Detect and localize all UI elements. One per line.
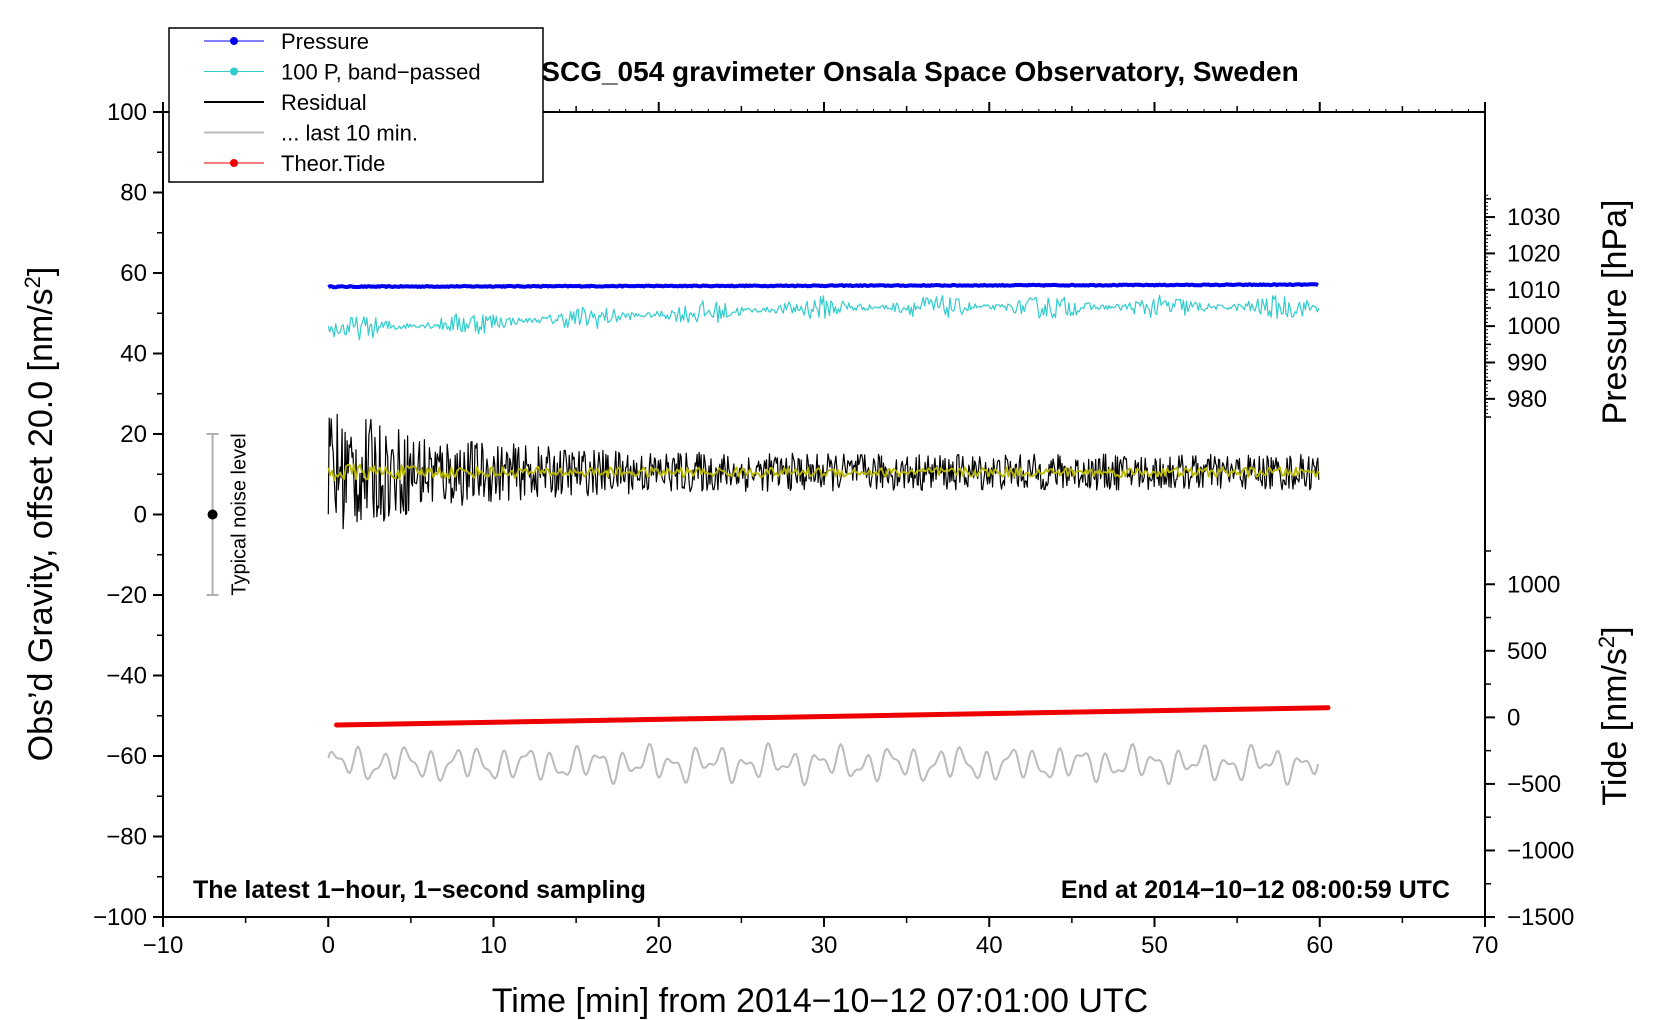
pressure-tick-label-0: 980 xyxy=(1507,386,1547,413)
y-tick-label-1: −80 xyxy=(106,824,147,851)
series-layer xyxy=(327,282,1331,787)
y-axis-label-sup: 2 xyxy=(20,276,45,288)
y-tick-label-7: 40 xyxy=(120,341,147,368)
x-tick-label-3: 20 xyxy=(645,932,672,959)
x-tick-label-8: 70 xyxy=(1472,932,1499,959)
plot-frame xyxy=(162,111,1486,918)
y-tick-label-4: −20 xyxy=(106,582,147,609)
tide-tick-label-1: −1000 xyxy=(1507,837,1574,864)
x-tick-label-7: 60 xyxy=(1306,932,1333,959)
legend-marker-4 xyxy=(230,159,238,167)
pressure-tick-label-3: 1010 xyxy=(1507,277,1560,304)
legend: Pressure 100 P, band−passed Residual ... la… xyxy=(168,27,544,183)
series-smoothed-residual xyxy=(327,463,1321,482)
y-axis-label-main: Obs’d Gravity, offset 20.0 [nm/s xyxy=(22,288,60,761)
y-axis-label-end: ] xyxy=(22,267,60,276)
tide-axis-label-main: Tide [nm/s xyxy=(1596,648,1634,805)
y-tick-label-2: −60 xyxy=(106,743,147,770)
x-axis-label: Time [min] from 2014−10−12 07:01:00 UTC xyxy=(492,982,1148,1020)
y-tick-label-0: −100 xyxy=(93,904,147,931)
series-theor-tide xyxy=(334,705,1331,728)
x-tick-label-0: −10 xyxy=(143,932,184,959)
annotation-sampling: The latest 1−hour, 1−second sampling xyxy=(193,876,646,904)
tide-axis-label-end: ] xyxy=(1596,626,1634,635)
y-tick-label-5: 0 xyxy=(134,502,147,529)
pressure-axis-label: Pressure [hPa] xyxy=(1596,200,1634,425)
series-100-p-band-passed xyxy=(327,294,1320,341)
y-tick-label-8: 60 xyxy=(120,260,147,287)
tide-axis-label-sup: 2 xyxy=(1594,636,1619,648)
tide-tick-label-2: −500 xyxy=(1507,771,1561,798)
series-last-10-min xyxy=(327,742,1320,787)
y-axis-label: Obs’d Gravity, offset 20.0 [nm/s2] xyxy=(20,267,60,762)
tide-tick-label-5: 1000 xyxy=(1507,571,1560,598)
x-tick-label-6: 50 xyxy=(1141,932,1168,959)
y-tick-label-3: −40 xyxy=(106,663,147,690)
x-tick-label-2: 10 xyxy=(480,932,507,959)
pressure-tick-label-5: 1030 xyxy=(1507,204,1560,231)
tide-tick-label-0: −1500 xyxy=(1507,904,1574,931)
chart-title: SCG_054 gravimeter Onsala Space Observat… xyxy=(541,56,1298,87)
pressure-tick-label-2: 1000 xyxy=(1507,313,1560,340)
legend-label-2: Residual xyxy=(281,90,367,115)
noise-bar-label: Typical noise level xyxy=(229,433,251,595)
pressure-tick-label-1: 990 xyxy=(1507,349,1547,376)
x-tick-label-4: 30 xyxy=(811,932,838,959)
tide-axis-label: Tide [nm/s2] xyxy=(1594,626,1634,805)
annotation-end-time: End at 2014−10−12 08:00:59 UTC xyxy=(1061,876,1450,904)
legend-label-0: Pressure xyxy=(281,29,369,54)
y-tick-label-6: 20 xyxy=(120,421,147,448)
noise-bar-point xyxy=(207,509,218,520)
legend-marker-0 xyxy=(230,37,238,45)
noise-bar-group: Typical noise level xyxy=(206,433,251,596)
legend-marker-1 xyxy=(230,67,238,76)
legend-label-4: Theor.Tide xyxy=(281,151,385,176)
legend-label-1: 100 P, band−passed xyxy=(281,60,481,85)
tide-tick-label-3: 0 xyxy=(1507,704,1520,731)
x-tick-label-1: 0 xyxy=(322,932,335,959)
x-tick-label-5: 40 xyxy=(976,932,1003,959)
pressure-tick-label-4: 1020 xyxy=(1507,240,1560,267)
tide-tick-label-4: 500 xyxy=(1507,638,1547,665)
axes-group: −10 0 10 20 30 40 50 60 70−100−80−60−40−20020406… xyxy=(93,99,1574,959)
y-tick-label-9: 80 xyxy=(120,180,147,207)
series-pressure xyxy=(327,282,1319,290)
legend-label-3: ... last 10 min. xyxy=(281,121,418,146)
legend-box xyxy=(168,27,544,183)
y-tick-label-10: 100 xyxy=(107,99,147,126)
